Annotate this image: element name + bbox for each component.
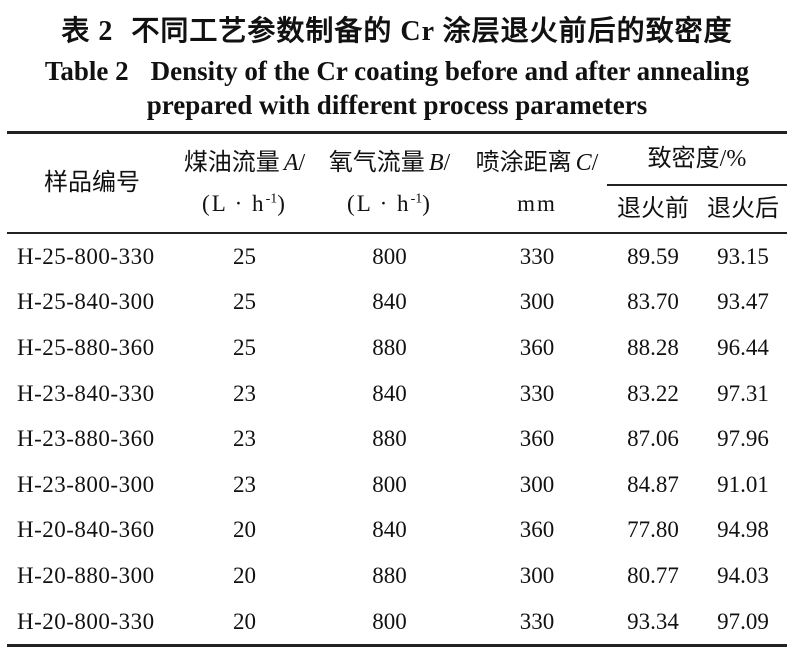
header-oxygen-unit-exp: -1 bbox=[410, 190, 423, 206]
table-row: H-20-840-360 20 840 360 77.80 94.98 bbox=[7, 508, 787, 554]
cell-oxygen-flow: 880 bbox=[372, 562, 407, 588]
table-row: H-23-840-330 23 840 330 83.22 97.31 bbox=[7, 371, 787, 417]
header-oxygen-symbol: B bbox=[428, 149, 444, 176]
cell-sample-id: H-23-800-300 bbox=[16, 471, 155, 497]
cell-oxygen-flow: 880 bbox=[372, 334, 407, 360]
cell-kerosene-flow: 20 bbox=[232, 562, 256, 588]
cell-density-after: 93.47 bbox=[717, 289, 769, 315]
cell-kerosene-flow: 23 bbox=[232, 471, 256, 497]
table-row: H-23-880-360 23 880 360 87.06 97.96 bbox=[7, 416, 787, 462]
cell-kerosene-flow: 25 bbox=[176, 232, 312, 280]
cell-spray-distance: 330 bbox=[519, 380, 555, 406]
cell-spray-distance: 330 bbox=[466, 232, 607, 280]
table-row: H-25-800-330 25 800 330 89.59 93.15 bbox=[6, 232, 787, 280]
cell-kerosene-flow: 23 bbox=[232, 380, 256, 406]
table-caption-en: Density of the Cr coating before and aft… bbox=[150, 56, 750, 86]
cell-oxygen-flow: 800 bbox=[372, 471, 407, 497]
cell-density-before: 87.06 bbox=[627, 426, 679, 452]
cell-density-before: 84.87 bbox=[627, 471, 679, 497]
cell-spray-distance: 300 bbox=[519, 562, 555, 588]
cell-density-before: 93.34 bbox=[627, 608, 679, 634]
cell-spray-distance: 300 bbox=[519, 289, 555, 315]
cell-density-after: 94.03 bbox=[717, 562, 769, 588]
header-kerosene-unit: (L · h bbox=[202, 190, 266, 216]
cell-sample-id: H-23-840-330 bbox=[16, 380, 155, 406]
table-caption-zh: 不同工艺参数制备的 Cr 涂层退火前后的致密度 bbox=[131, 16, 733, 47]
table-row: H-20-880-300 20 880 300 80.77 94.03 bbox=[7, 553, 787, 599]
cell-oxygen-flow: 800 bbox=[311, 232, 467, 280]
header-distance-slash: / bbox=[591, 149, 599, 176]
cell-kerosene-flow: 23 bbox=[232, 426, 256, 452]
cell-density-before: 80.77 bbox=[627, 562, 679, 588]
header-oxygen-unit: (L · h bbox=[347, 190, 411, 216]
header-distance-symbol: C bbox=[575, 149, 592, 176]
cell-density-before: 83.22 bbox=[627, 380, 679, 406]
cell-density-after: 94.98 bbox=[717, 517, 769, 543]
table-body: H-25-800-330 25 800 330 89.59 93.15 H-25… bbox=[6, 232, 787, 646]
cell-density-after: 91.01 bbox=[717, 471, 769, 497]
cell-density-before: 88.28 bbox=[627, 334, 679, 360]
cell-density-after: 93.15 bbox=[698, 232, 787, 280]
header-oxygen-unit-close: ) bbox=[422, 190, 432, 216]
table-row: H-20-800-330 20 800 330 93.34 97.09 bbox=[7, 599, 787, 646]
cell-spray-distance: 360 bbox=[519, 517, 555, 543]
table-title-en-line2: prepared with different process paramete… bbox=[0, 88, 794, 122]
cell-spray-distance: 360 bbox=[519, 334, 555, 360]
density-table: 样品编号 煤油流量 A/ (L · h-1) 氧气流量 B/ (L · h-1) 喷 bbox=[6, 131, 787, 648]
cell-oxygen-flow: 840 bbox=[372, 380, 407, 406]
table-row: H-25-840-300 25 840 300 83.70 93.47 bbox=[7, 280, 787, 326]
table-row: H-25-880-360 25 880 360 88.28 96.44 bbox=[7, 325, 787, 371]
cell-spray-distance: 300 bbox=[519, 471, 555, 497]
cell-sample-id: H-25-840-300 bbox=[16, 289, 155, 315]
cell-density-before: 83.70 bbox=[627, 289, 679, 315]
cell-sample-id: H-25-800-330 bbox=[6, 232, 177, 280]
cell-density-before: 89.59 bbox=[606, 232, 699, 280]
cell-sample-id: H-20-880-300 bbox=[16, 562, 155, 588]
table-number-en: Table 2 bbox=[44, 56, 129, 86]
cell-density-after: 97.31 bbox=[717, 380, 769, 406]
header-spray-distance: 喷涂距离 C/ mm bbox=[467, 133, 607, 234]
header-oxygen-slash: / bbox=[443, 149, 451, 176]
header-kerosene-name: 煤油流量 bbox=[183, 149, 280, 176]
cell-kerosene-flow: 25 bbox=[232, 334, 256, 360]
cell-density-after: 97.09 bbox=[717, 608, 769, 634]
table-number-zh: 表 2 bbox=[61, 16, 114, 47]
table-title-en-line1: Table 2 Density of the Cr coating before … bbox=[0, 54, 794, 88]
cell-kerosene-flow: 20 bbox=[232, 608, 256, 634]
cell-oxygen-flow: 880 bbox=[372, 426, 407, 452]
cell-kerosene-flow: 20 bbox=[232, 517, 256, 543]
header-kerosene-flow: 煤油流量 A/ (L · h-1) bbox=[177, 133, 312, 234]
cell-sample-id: H-25-880-360 bbox=[16, 334, 155, 360]
table-row: H-23-800-300 23 800 300 84.87 91.01 bbox=[7, 462, 787, 508]
header-density-before: 退火前 bbox=[616, 196, 689, 222]
cell-spray-distance: 330 bbox=[519, 608, 555, 634]
cell-oxygen-flow: 840 bbox=[372, 517, 407, 543]
header-kerosene-unit-close: ) bbox=[277, 190, 287, 216]
header-kerosene-slash: / bbox=[298, 149, 306, 176]
cell-sample-id: H-23-880-360 bbox=[16, 426, 155, 452]
cell-density-before: 77.80 bbox=[627, 517, 679, 543]
cell-spray-distance: 360 bbox=[519, 426, 555, 452]
header-distance-name: 喷涂距离 bbox=[475, 149, 572, 176]
cell-kerosene-flow: 25 bbox=[232, 289, 256, 315]
header-oxygen-name: 氧气流量 bbox=[328, 149, 425, 176]
cell-sample-id: H-20-800-330 bbox=[16, 608, 155, 634]
header-kerosene-unit-exp: -1 bbox=[265, 190, 278, 206]
header-kerosene-symbol: A bbox=[283, 149, 299, 176]
cell-oxygen-flow: 840 bbox=[372, 289, 407, 315]
cell-oxygen-flow: 800 bbox=[372, 608, 407, 634]
header-distance-unit: mm bbox=[517, 190, 557, 216]
header-density-group: 致密度/% bbox=[606, 132, 787, 186]
cell-sample-id: H-20-840-360 bbox=[16, 517, 155, 543]
cell-density-after: 97.96 bbox=[717, 426, 769, 452]
header-sample-id: 样品编号 bbox=[43, 170, 140, 196]
cell-density-after: 96.44 bbox=[717, 334, 769, 360]
header-oxygen-flow: 氧气流量 B/ (L · h-1) bbox=[312, 133, 467, 234]
table-caption-en-cont: prepared with different process paramete… bbox=[146, 90, 648, 120]
header-density-after: 退火后 bbox=[706, 196, 779, 222]
table-title-zh: 表 2 不同工艺参数制备的 Cr 涂层退火前后的致密度 bbox=[0, 10, 794, 54]
table-header: 样品编号 煤油流量 A/ (L · h-1) 氧气流量 B/ (L · h-1) 喷 bbox=[7, 132, 787, 234]
